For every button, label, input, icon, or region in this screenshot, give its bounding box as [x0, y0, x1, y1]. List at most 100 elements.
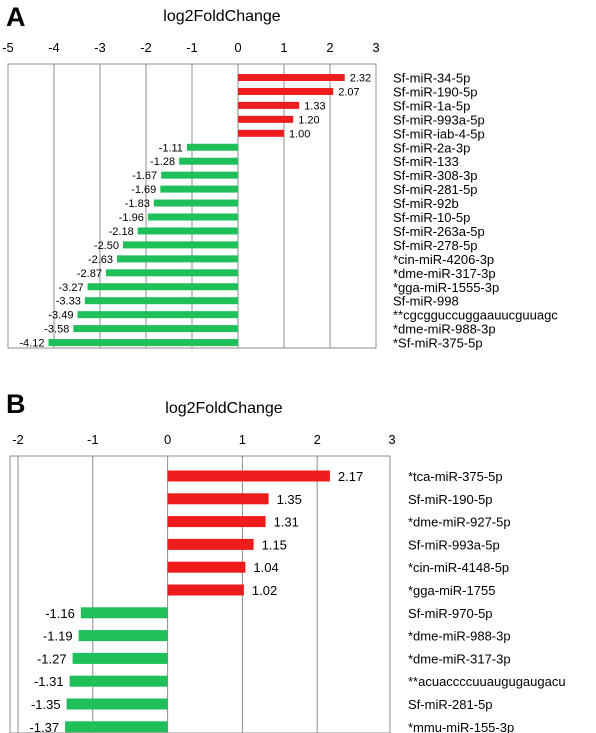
- panel-a-bar: [77, 311, 239, 319]
- panel-a-bar: [161, 171, 238, 179]
- panel-a-value-label: -1.28: [150, 156, 175, 168]
- panel-a-tick-label: -1: [186, 40, 198, 55]
- panel-b-tick-label: 1: [239, 432, 246, 447]
- panel-a-value-label: -2.87: [77, 268, 102, 280]
- panel-a-category-label: *cin-miR-4206-3p: [393, 252, 494, 267]
- panel-a-tick-label: -2: [140, 40, 152, 55]
- panel-a-bar: [238, 87, 334, 95]
- panel-b-label: B: [6, 389, 26, 419]
- panel-b-category-label: *mmu-miR-155-3p: [408, 720, 514, 733]
- panel-a-bar: [73, 325, 238, 333]
- panel-a-bar: [238, 74, 345, 81]
- panel-a-tick-label: 3: [372, 40, 379, 55]
- panel-a-category-label: Sf-miR-133: [393, 154, 459, 169]
- panel-b-tick-label: -1: [87, 432, 99, 447]
- panel-b-value-label: 1.02: [252, 583, 277, 598]
- panel-b-value-label: 2.17: [338, 469, 363, 484]
- panel-a-tick-label: -3: [94, 40, 106, 55]
- panel-a-category-label: *gga-miR-1555-3p: [393, 280, 499, 295]
- panel-a-bar: [137, 227, 238, 235]
- panel-b-bar: [167, 561, 246, 573]
- panel-b-category-label: Sf-miR-190-5p: [408, 492, 493, 507]
- panel-a-bar: [238, 115, 294, 123]
- panel-a-bar: [147, 213, 238, 221]
- panel-a-label: A: [6, 2, 26, 32]
- panel-a-value-label: 1.00: [289, 128, 310, 140]
- panel-b-bar: [167, 470, 330, 482]
- panel-a-value-label: -2.50: [94, 240, 119, 252]
- panel-b-plot-frame: [9, 455, 391, 733]
- panel-a-bar: [160, 185, 238, 193]
- panel-b-value-label: -1.37: [29, 720, 59, 733]
- panel-b-category-label: *cin-miR-4148-5p: [408, 560, 509, 575]
- panel-b-category-label: *gga-miR-1755: [408, 583, 495, 598]
- panel-a-value-label: -2.18: [109, 226, 134, 238]
- panel-b-bar: [69, 675, 168, 687]
- panel-a-bar: [84, 297, 238, 305]
- panel-a-category-label: Sf-miR-iab-4-5p: [393, 126, 485, 141]
- panel-b-category-label: Sf-miR-993a-5p: [408, 537, 500, 552]
- panel-b-bar: [167, 516, 266, 528]
- panel-a-category-label: Sf-miR-92b: [393, 196, 459, 211]
- panel-a-category-label: **cgcgguccuggaauucguuagc: [393, 308, 558, 323]
- panel-a-category-label: Sf-miR-10-5p: [393, 210, 470, 225]
- panel-a-value-label: -2.63: [88, 254, 113, 266]
- panel-b-bar: [72, 652, 168, 664]
- panel-a-category-label: Sf-miR-263a-5p: [393, 224, 485, 239]
- panel-b-tick-label: 2: [314, 432, 321, 447]
- panel-a-value-label: 2.07: [338, 86, 359, 98]
- panel-b-bar: [167, 538, 254, 550]
- panel-a-bar: [87, 283, 238, 291]
- panel-b-category-label: *dme-miR-927-5p: [408, 515, 511, 530]
- panel-b-value-label: -1.16: [45, 606, 75, 621]
- panel-a-value-label: 2.32: [350, 73, 371, 85]
- panel-a-bar: [105, 269, 238, 277]
- panel-a-tick-label: 0: [234, 40, 241, 55]
- panel-a-tick-label: 1: [280, 40, 287, 55]
- panel-a-category-label: Sf-miR-281-5p: [393, 182, 478, 197]
- panel-a-value-label: -4.12: [19, 338, 44, 350]
- panel-a-value-label: 1.33: [304, 100, 325, 112]
- panel-b-value-label: 1.31: [274, 515, 299, 530]
- panel-b-value-label: 1.15: [262, 537, 287, 552]
- panel-a-bar: [179, 157, 238, 165]
- panel-b-bar: [78, 630, 168, 642]
- panel-a-value-label: -1.69: [131, 184, 156, 196]
- panel-b-tick-label: -2: [12, 432, 24, 447]
- panel-a-category-label: *dme-miR-317-3p: [393, 266, 496, 281]
- panel-b-category-label: Sf-miR-970-5p: [408, 606, 493, 621]
- panel-b-value-label: 1.35: [277, 492, 302, 507]
- panel-a-tick-label: -5: [2, 40, 14, 55]
- panel-b-category-label: *tca-miR-375-5p: [408, 469, 503, 484]
- panel-a-category-label: Sf-miR-308-3p: [393, 168, 478, 183]
- panel-b-value-label: -1.19: [43, 629, 73, 644]
- panel-a-bar: [238, 129, 284, 137]
- panel-b-bar: [167, 493, 269, 505]
- panel-b-bar: [65, 721, 168, 733]
- panel-a-category-label: Sf-miR-278-5p: [393, 238, 478, 253]
- panel-b-value-label: -1.31: [34, 674, 64, 689]
- panel-a-category-label: *Sf-miR-375-5p: [393, 336, 483, 351]
- panel-b-bar: [66, 698, 168, 710]
- panel-b-title: log2FoldChange: [165, 400, 283, 417]
- panel-a-value-label: -3.58: [44, 324, 69, 336]
- panel-b-category-label: Sf-miR-281-5p: [408, 697, 493, 712]
- panel-a-value-label: -1.11: [159, 142, 183, 154]
- panel-b-category-label: **acuaccccuuaugugaugacu: [408, 674, 566, 689]
- panel-a-category-label: *dme-miR-988-3p: [393, 322, 496, 337]
- panel-b-value-label: 1.04: [253, 560, 278, 575]
- panel-a-bar: [123, 241, 238, 249]
- panel-a-category-label: Sf-miR-190-5p: [393, 84, 478, 99]
- panel-a-bar: [153, 199, 238, 207]
- panel-a-bar: [48, 339, 239, 347]
- panel-b-chart: -2 -1 0 1 2 3 2.17 *tca-miR-375-5p 1.35 Sf-miR-19…: [9, 432, 566, 733]
- panel-a-tick-label: -4: [48, 40, 60, 55]
- panel-a-value-label: 1.20: [298, 114, 319, 126]
- panel-a-value-label: -1.96: [119, 212, 144, 224]
- panel-a-bar: [238, 101, 300, 109]
- panel-a-category-label: Sf-miR-1a-5p: [393, 98, 470, 113]
- panel-b-bar: [167, 584, 244, 596]
- panel-a-tick-label: 2: [326, 40, 333, 55]
- panel-a-value-label: -1.67: [132, 170, 157, 182]
- panel-a-value-label: -1.83: [125, 198, 150, 210]
